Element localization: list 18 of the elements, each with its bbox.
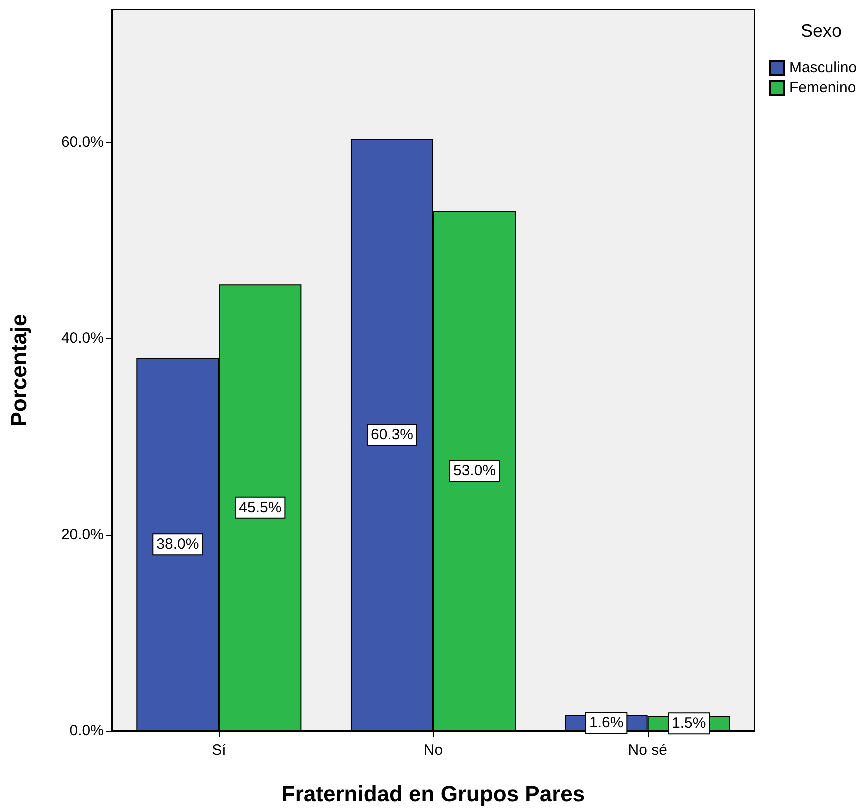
legend-label: Femenino [789, 80, 856, 96]
data-label: 53.0% [453, 462, 496, 480]
data-label: 1.5% [672, 715, 706, 732]
legend-title: Sexo [800, 21, 842, 41]
y-tick-label: 20.0% [61, 526, 104, 544]
data-label: 60.3% [370, 426, 414, 444]
data-label: 38.0% [156, 536, 200, 554]
x-tick-label: Sí [212, 742, 228, 759]
data-label: 1.6% [589, 714, 624, 732]
x-axis-title: Fraternidad en Grupos Pares [282, 782, 586, 806]
x-tick-label: No [424, 742, 444, 759]
y-tick-label: 40.0% [61, 330, 104, 348]
y-tick-label: 60.0% [61, 134, 104, 151]
x-tick-label: No sé [628, 742, 668, 759]
y-axis-title: Porcentaje [6, 314, 32, 427]
y-tick-label: 0.0% [70, 722, 104, 740]
legend-label: Masculino [789, 60, 857, 76]
data-label: 45.5% [239, 499, 282, 516]
